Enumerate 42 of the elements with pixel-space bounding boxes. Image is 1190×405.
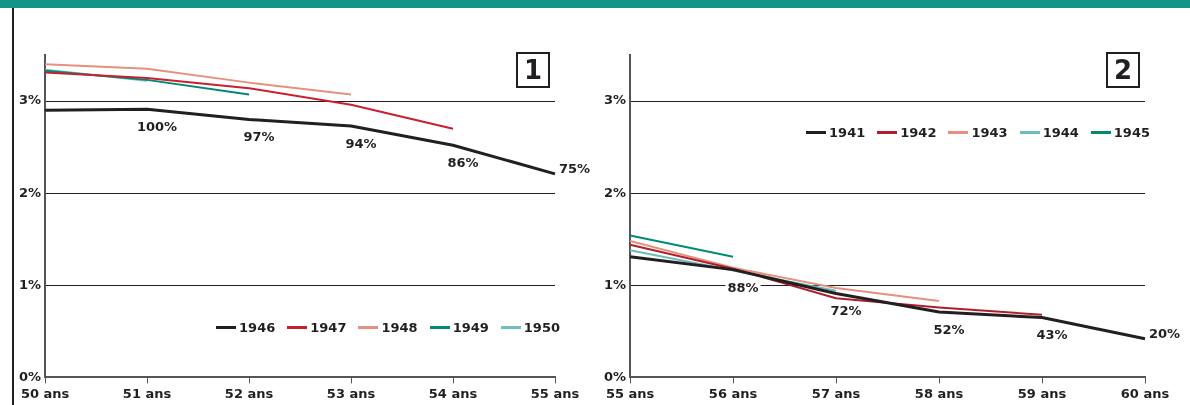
- legend-label: 1946: [239, 320, 276, 335]
- y-tick-label: 1%: [603, 276, 627, 292]
- legend-label: 1941: [829, 125, 866, 140]
- legend-label: 1949: [452, 320, 489, 335]
- x-tick-label: 51 ans: [122, 385, 172, 401]
- x-tick-label: 58 ans: [914, 385, 964, 401]
- annotation: 86%: [447, 155, 479, 171]
- y-tick-label: 3%: [18, 92, 42, 108]
- annotation: 94%: [345, 135, 377, 151]
- x-tick-label: 53 ans: [326, 385, 376, 401]
- x-tick-label: 55 ans: [530, 385, 580, 401]
- annotation: 52%: [933, 321, 965, 337]
- y-tick-label: 2%: [603, 184, 627, 200]
- legend-label: 1947: [310, 320, 347, 335]
- legend-label: 1945: [1113, 125, 1150, 140]
- y-tick-label: 3%: [603, 92, 627, 108]
- y-tick-label: 2%: [18, 184, 42, 200]
- annotation: 72%: [830, 303, 862, 319]
- x-tick-label: 57 ans: [811, 385, 861, 401]
- annotation: 100%: [136, 119, 178, 135]
- chart-title: 1: [515, 52, 550, 88]
- annotation: 75%: [559, 161, 591, 177]
- y-tick-label: 0%: [18, 368, 42, 384]
- annotation: 43%: [1036, 327, 1068, 343]
- annotation: 20%: [1149, 326, 1181, 342]
- annotation: 97%: [243, 129, 275, 145]
- x-tick-label: 60 ans: [1120, 385, 1170, 401]
- legend-label: 1950: [523, 320, 560, 335]
- y-tick-label: 1%: [18, 276, 42, 292]
- legend-label: 1948: [381, 320, 418, 335]
- legend-label: 1943: [971, 125, 1008, 140]
- x-tick-label: 54 ans: [428, 385, 478, 401]
- legend-label: 1944: [1042, 125, 1079, 140]
- x-tick-label: 50 ans: [20, 385, 70, 401]
- x-tick-label: 55 ans: [605, 385, 655, 401]
- chart-title: 2: [1105, 52, 1140, 88]
- annotation: 88%: [727, 279, 759, 295]
- y-tick-label: 0%: [603, 368, 627, 384]
- x-tick-label: 59 ans: [1017, 385, 1067, 401]
- x-tick-label: 56 ans: [708, 385, 758, 401]
- x-tick-label: 52 ans: [224, 385, 274, 401]
- legend-label: 1942: [900, 125, 937, 140]
